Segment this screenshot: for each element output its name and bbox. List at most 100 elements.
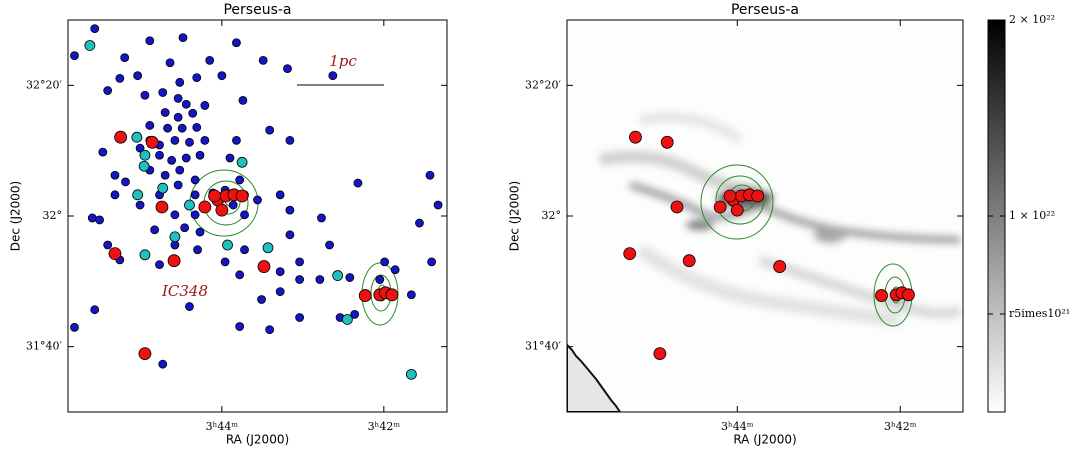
point <box>156 261 164 269</box>
point <box>236 176 244 184</box>
point <box>221 258 229 266</box>
point <box>156 201 168 213</box>
point <box>241 211 249 219</box>
point <box>168 255 180 267</box>
point <box>629 131 641 143</box>
point <box>146 136 158 148</box>
point <box>354 179 362 187</box>
plot-frame <box>68 20 447 412</box>
point <box>241 246 249 254</box>
point <box>266 126 274 134</box>
point <box>85 40 95 50</box>
x-tick-label: 3ʰ44ᵐ <box>206 420 239 433</box>
point <box>136 201 144 209</box>
point <box>223 240 233 250</box>
point <box>132 132 142 142</box>
point <box>191 211 199 219</box>
point <box>218 72 226 80</box>
chart-title: Perseus-a <box>223 2 291 18</box>
point <box>376 276 384 284</box>
point <box>201 101 209 109</box>
point <box>179 34 187 42</box>
y-tick-label: 32° <box>542 209 562 222</box>
point <box>191 176 199 184</box>
point <box>116 74 124 82</box>
point <box>661 136 673 148</box>
point <box>654 348 666 360</box>
point <box>434 201 442 209</box>
point <box>178 124 186 132</box>
point <box>296 314 304 322</box>
point <box>191 191 199 199</box>
point <box>174 113 182 121</box>
point <box>266 326 274 334</box>
point <box>176 166 184 174</box>
point <box>121 178 129 186</box>
point <box>317 214 325 222</box>
point <box>391 266 399 274</box>
point <box>237 157 247 167</box>
point <box>259 56 267 64</box>
point <box>189 109 197 117</box>
point <box>342 314 352 324</box>
point <box>121 54 129 62</box>
point <box>276 268 284 276</box>
point <box>115 131 127 143</box>
point <box>258 295 266 303</box>
y-axis-label: Dec (J2000) <box>9 181 23 251</box>
point <box>316 276 324 284</box>
point <box>346 274 354 282</box>
intensity-image <box>567 20 963 412</box>
point <box>182 100 190 108</box>
point <box>70 52 78 60</box>
point <box>407 291 415 299</box>
point <box>184 200 194 210</box>
colorbar-tick-label: 2 × 10²² <box>1009 13 1055 26</box>
x-tick-label: 3ʰ42ᵐ <box>884 420 917 433</box>
point <box>624 248 636 260</box>
point <box>286 231 294 239</box>
point <box>714 201 726 213</box>
x-axis-label: RA (J2000) <box>733 433 796 447</box>
point <box>258 261 270 273</box>
point <box>236 271 244 279</box>
point <box>171 136 179 144</box>
point <box>104 87 112 95</box>
point <box>161 109 169 117</box>
point <box>329 72 337 80</box>
point <box>96 216 104 224</box>
point <box>263 243 273 253</box>
point <box>185 138 193 146</box>
point <box>176 78 184 86</box>
point <box>140 150 150 160</box>
point <box>333 271 343 281</box>
point <box>139 348 151 360</box>
point <box>171 241 179 249</box>
point <box>168 156 176 164</box>
point <box>159 89 167 97</box>
point <box>139 161 149 171</box>
point <box>774 261 786 273</box>
point <box>428 258 436 266</box>
point <box>140 250 150 260</box>
point <box>201 136 209 144</box>
point <box>104 241 112 249</box>
y-tick-label: 32° <box>43 209 63 222</box>
point <box>731 204 743 216</box>
point <box>194 246 202 254</box>
point <box>91 25 99 33</box>
point <box>286 136 294 144</box>
chart-title: Perseus-a <box>731 2 799 18</box>
annotation: IC348 <box>161 282 208 300</box>
x-tick-label: 3ʰ42ᵐ <box>368 420 401 433</box>
point <box>415 219 423 227</box>
point <box>209 190 221 202</box>
point <box>232 39 240 47</box>
point <box>724 190 736 202</box>
point <box>174 94 182 102</box>
point <box>99 148 107 156</box>
point <box>876 290 888 302</box>
point <box>174 181 182 189</box>
point <box>111 171 119 179</box>
point <box>254 196 262 204</box>
